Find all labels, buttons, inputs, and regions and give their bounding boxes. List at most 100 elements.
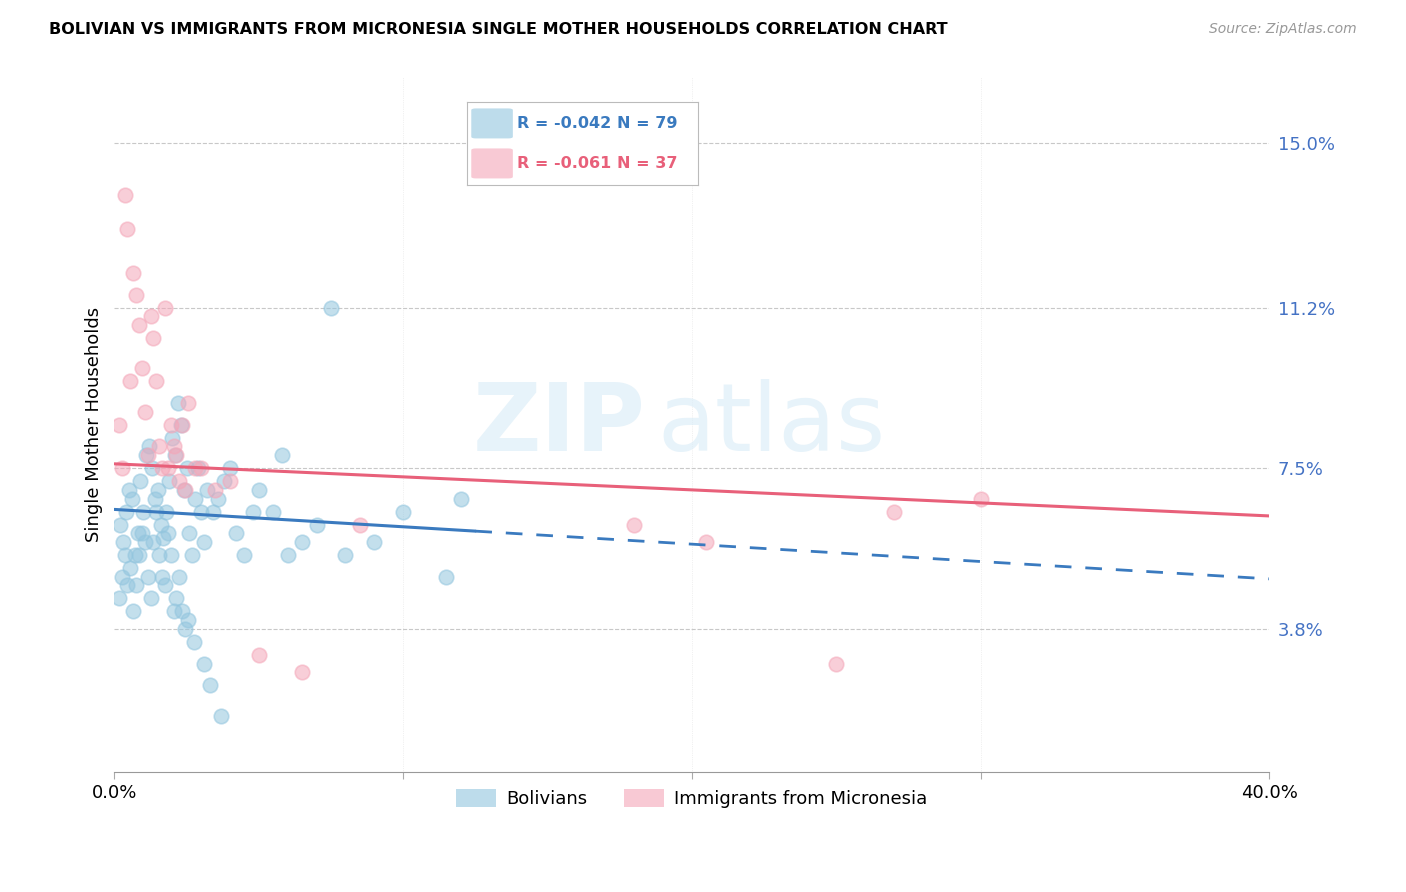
Point bbox=[128, 548, 150, 562]
Point bbox=[153, 578, 176, 592]
Point bbox=[225, 526, 247, 541]
Point bbox=[145, 375, 167, 389]
Point bbox=[125, 578, 148, 592]
Point bbox=[142, 331, 165, 345]
Point bbox=[136, 448, 159, 462]
Point bbox=[148, 548, 170, 562]
Point bbox=[181, 548, 204, 562]
Point bbox=[825, 657, 848, 671]
Point bbox=[209, 708, 232, 723]
Point bbox=[150, 461, 173, 475]
Point bbox=[183, 635, 205, 649]
Point bbox=[141, 461, 163, 475]
Point bbox=[135, 448, 157, 462]
Point bbox=[695, 535, 717, 549]
Point bbox=[120, 561, 142, 575]
Point bbox=[179, 526, 201, 541]
Point bbox=[146, 483, 169, 497]
Point bbox=[169, 570, 191, 584]
Point bbox=[174, 483, 197, 497]
Point bbox=[198, 678, 221, 692]
Point bbox=[122, 604, 145, 618]
Point bbox=[159, 548, 181, 562]
Point bbox=[112, 535, 135, 549]
Point bbox=[190, 461, 212, 475]
Text: Source: ZipAtlas.com: Source: ZipAtlas.com bbox=[1209, 22, 1357, 37]
Point bbox=[270, 448, 292, 462]
Point bbox=[277, 548, 299, 562]
Point bbox=[201, 505, 224, 519]
Point bbox=[291, 535, 314, 549]
Point bbox=[167, 396, 190, 410]
Point bbox=[207, 491, 229, 506]
Point bbox=[156, 526, 179, 541]
Point bbox=[166, 591, 188, 606]
Point bbox=[177, 613, 200, 627]
Point bbox=[450, 491, 472, 506]
Point bbox=[392, 505, 415, 519]
Point bbox=[969, 491, 991, 506]
Point bbox=[335, 548, 357, 562]
Point bbox=[187, 461, 209, 475]
Point bbox=[212, 474, 235, 488]
Point bbox=[155, 505, 177, 519]
Point bbox=[108, 517, 131, 532]
Point bbox=[305, 517, 328, 532]
Point bbox=[883, 505, 905, 519]
Point bbox=[114, 187, 136, 202]
Point bbox=[195, 483, 218, 497]
Point bbox=[363, 535, 385, 549]
Point bbox=[247, 648, 270, 662]
Point bbox=[166, 448, 188, 462]
Point bbox=[157, 474, 180, 488]
Point bbox=[184, 491, 207, 506]
Point bbox=[132, 505, 155, 519]
Point bbox=[138, 440, 160, 454]
Text: ZIP: ZIP bbox=[472, 379, 645, 471]
Point bbox=[291, 665, 314, 680]
Point bbox=[139, 591, 162, 606]
Point bbox=[193, 657, 215, 671]
Point bbox=[184, 461, 207, 475]
Point bbox=[107, 417, 129, 432]
Point bbox=[129, 474, 152, 488]
Point bbox=[162, 440, 184, 454]
Point bbox=[219, 461, 242, 475]
Point bbox=[142, 535, 165, 549]
Point bbox=[219, 474, 242, 488]
Point bbox=[128, 318, 150, 332]
Point bbox=[121, 491, 143, 506]
Point bbox=[136, 570, 159, 584]
Point bbox=[153, 301, 176, 315]
Point bbox=[172, 417, 194, 432]
Point bbox=[127, 526, 149, 541]
Point bbox=[623, 517, 645, 532]
Point bbox=[134, 405, 156, 419]
Point bbox=[319, 301, 342, 315]
Point bbox=[124, 548, 146, 562]
Point bbox=[131, 526, 153, 541]
Point bbox=[125, 287, 148, 301]
Point bbox=[152, 531, 174, 545]
Point bbox=[177, 396, 200, 410]
Text: atlas: atlas bbox=[657, 379, 886, 471]
Text: BOLIVIAN VS IMMIGRANTS FROM MICRONESIA SINGLE MOTHER HOUSEHOLDS CORRELATION CHAR: BOLIVIAN VS IMMIGRANTS FROM MICRONESIA S… bbox=[49, 22, 948, 37]
Point bbox=[242, 505, 264, 519]
Point bbox=[349, 517, 371, 532]
Point bbox=[159, 417, 181, 432]
Point bbox=[156, 461, 179, 475]
Point bbox=[247, 483, 270, 497]
Point bbox=[111, 570, 134, 584]
Point bbox=[190, 505, 212, 519]
Point bbox=[204, 483, 226, 497]
Y-axis label: Single Mother Households: Single Mother Households bbox=[86, 307, 103, 542]
Point bbox=[169, 474, 191, 488]
Point bbox=[170, 417, 193, 432]
Point bbox=[176, 461, 198, 475]
Point bbox=[162, 604, 184, 618]
Point bbox=[143, 491, 166, 506]
Point bbox=[139, 310, 162, 324]
Point bbox=[262, 505, 284, 519]
Point bbox=[148, 440, 170, 454]
Point bbox=[160, 431, 183, 445]
